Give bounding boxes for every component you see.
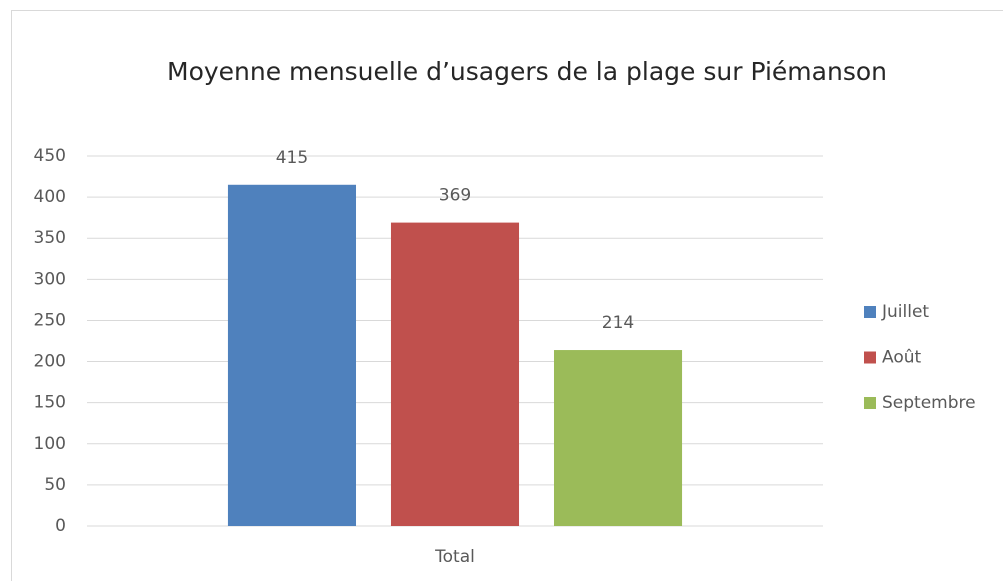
y-tick-label: 450 <box>34 146 66 166</box>
y-tick-label: 150 <box>34 393 66 413</box>
data-label: 415 <box>276 148 308 168</box>
data-label: 369 <box>439 186 471 206</box>
legend-swatch <box>864 397 876 409</box>
y-tick-label: 250 <box>34 310 66 330</box>
legend-label: Juillet <box>881 302 929 322</box>
y-tick-label: 400 <box>34 187 66 207</box>
legend-swatch <box>864 351 876 364</box>
y-tick-label: 350 <box>34 228 66 248</box>
data-label: 214 <box>602 313 634 333</box>
legend-label: Août <box>882 348 922 368</box>
y-tick-label: 0 <box>55 516 66 536</box>
y-tick-label: 200 <box>34 352 66 372</box>
bar <box>390 222 520 526</box>
legend-label: Septembre <box>882 393 976 413</box>
bar <box>227 184 357 526</box>
chart-title: Moyenne mensuelle d’usagers de la plage … <box>167 57 887 86</box>
y-tick-label: 300 <box>34 269 66 289</box>
y-tick-label: 50 <box>44 475 66 495</box>
bar <box>553 350 683 526</box>
x-tick-label: Total <box>434 547 475 567</box>
legend-swatch <box>864 306 876 318</box>
y-tick-label: 100 <box>34 434 66 454</box>
